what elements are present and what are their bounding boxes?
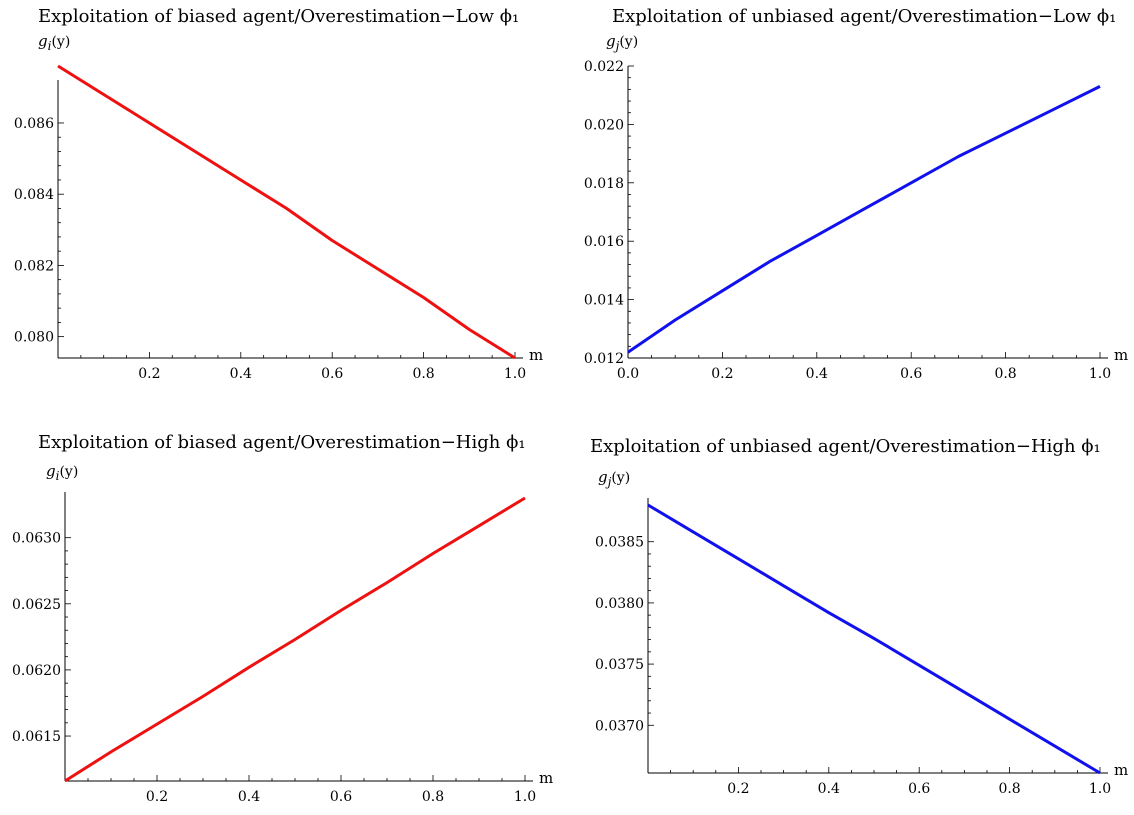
x-tick-label: 1.0 <box>1089 366 1111 382</box>
y-tick-label: 0.0385 <box>595 535 644 551</box>
chart-title-1: Exploitation of biased agent/Overestimat… <box>38 6 519 27</box>
x-axis-label-1: m <box>529 346 543 364</box>
x-tick-label: 0.2 <box>146 789 168 805</box>
y-tick-label: 0.020 <box>584 117 624 133</box>
x-tick-label: 0.4 <box>238 789 260 805</box>
x-tick-label: 0.6 <box>321 366 343 382</box>
chart-title-3: Exploitation of biased agent/Overestimat… <box>38 432 526 453</box>
y-tick-label: 0.080 <box>14 330 54 346</box>
y-axis-label-1: gi(y) <box>38 32 70 53</box>
x-tick-label: 1.0 <box>514 789 536 805</box>
x-axis-label-3: m <box>539 769 553 787</box>
x-tick-label: 0.8 <box>412 366 434 382</box>
x-tick-label: 0.2 <box>727 781 749 797</box>
y-axis-label-3: gi(y) <box>46 462 78 483</box>
chart-title-2: Exploitation of unbiased agent/Overestim… <box>612 6 1116 27</box>
x-axis-label-2: m <box>1114 346 1128 364</box>
y-tick-label: 0.084 <box>14 187 54 203</box>
y-tick-label: 0.0370 <box>595 718 644 734</box>
x-tick-label: 0.8 <box>998 781 1020 797</box>
y-tick-label: 0.016 <box>584 234 624 250</box>
y-tick-label: 0.0625 <box>12 597 61 613</box>
x-tick-label: 0.6 <box>900 366 922 382</box>
series-line-4 <box>647 503 1101 775</box>
y-axis-label-4: gj(y) <box>598 468 630 489</box>
chart-title-4: Exploitation of unbiased agent/Overestim… <box>590 436 1101 457</box>
x-tick-label: 0.4 <box>818 781 840 797</box>
y-tick-label: 0.0375 <box>595 657 644 673</box>
y-tick-label: 0.0620 <box>12 663 61 679</box>
series-line-2 <box>627 85 1101 354</box>
x-tick-label: 0.0 <box>617 366 639 382</box>
y-tick-label: 0.018 <box>584 176 624 192</box>
y-tick-label: 0.014 <box>584 293 624 309</box>
x-tick-label: 1.0 <box>1089 781 1111 797</box>
y-tick-label: 0.086 <box>14 116 54 132</box>
y-tick-label: 0.0380 <box>595 596 644 612</box>
x-tick-label: 1.0 <box>504 366 526 382</box>
x-tick-label: 0.4 <box>230 366 252 382</box>
x-tick-label: 0.8 <box>994 366 1016 382</box>
y-tick-label: 0.022 <box>584 59 624 75</box>
y-tick-label: 0.0615 <box>12 729 61 745</box>
series-line-1 <box>57 64 516 360</box>
y-tick-label: 0.012 <box>584 351 624 367</box>
x-tick-label: 0.4 <box>806 366 828 382</box>
x-tick-label: 0.2 <box>711 366 733 382</box>
x-axis-label-4: m <box>1114 761 1128 779</box>
series-line-3 <box>64 496 526 783</box>
y-tick-label: 0.0630 <box>12 531 61 547</box>
x-tick-label: 0.8 <box>422 789 444 805</box>
x-tick-label: 0.6 <box>908 781 930 797</box>
x-tick-label: 0.6 <box>330 789 352 805</box>
y-axis-label-2: gj(y) <box>606 32 638 53</box>
y-tick-label: 0.082 <box>14 258 54 274</box>
x-tick-label: 0.2 <box>138 366 160 382</box>
